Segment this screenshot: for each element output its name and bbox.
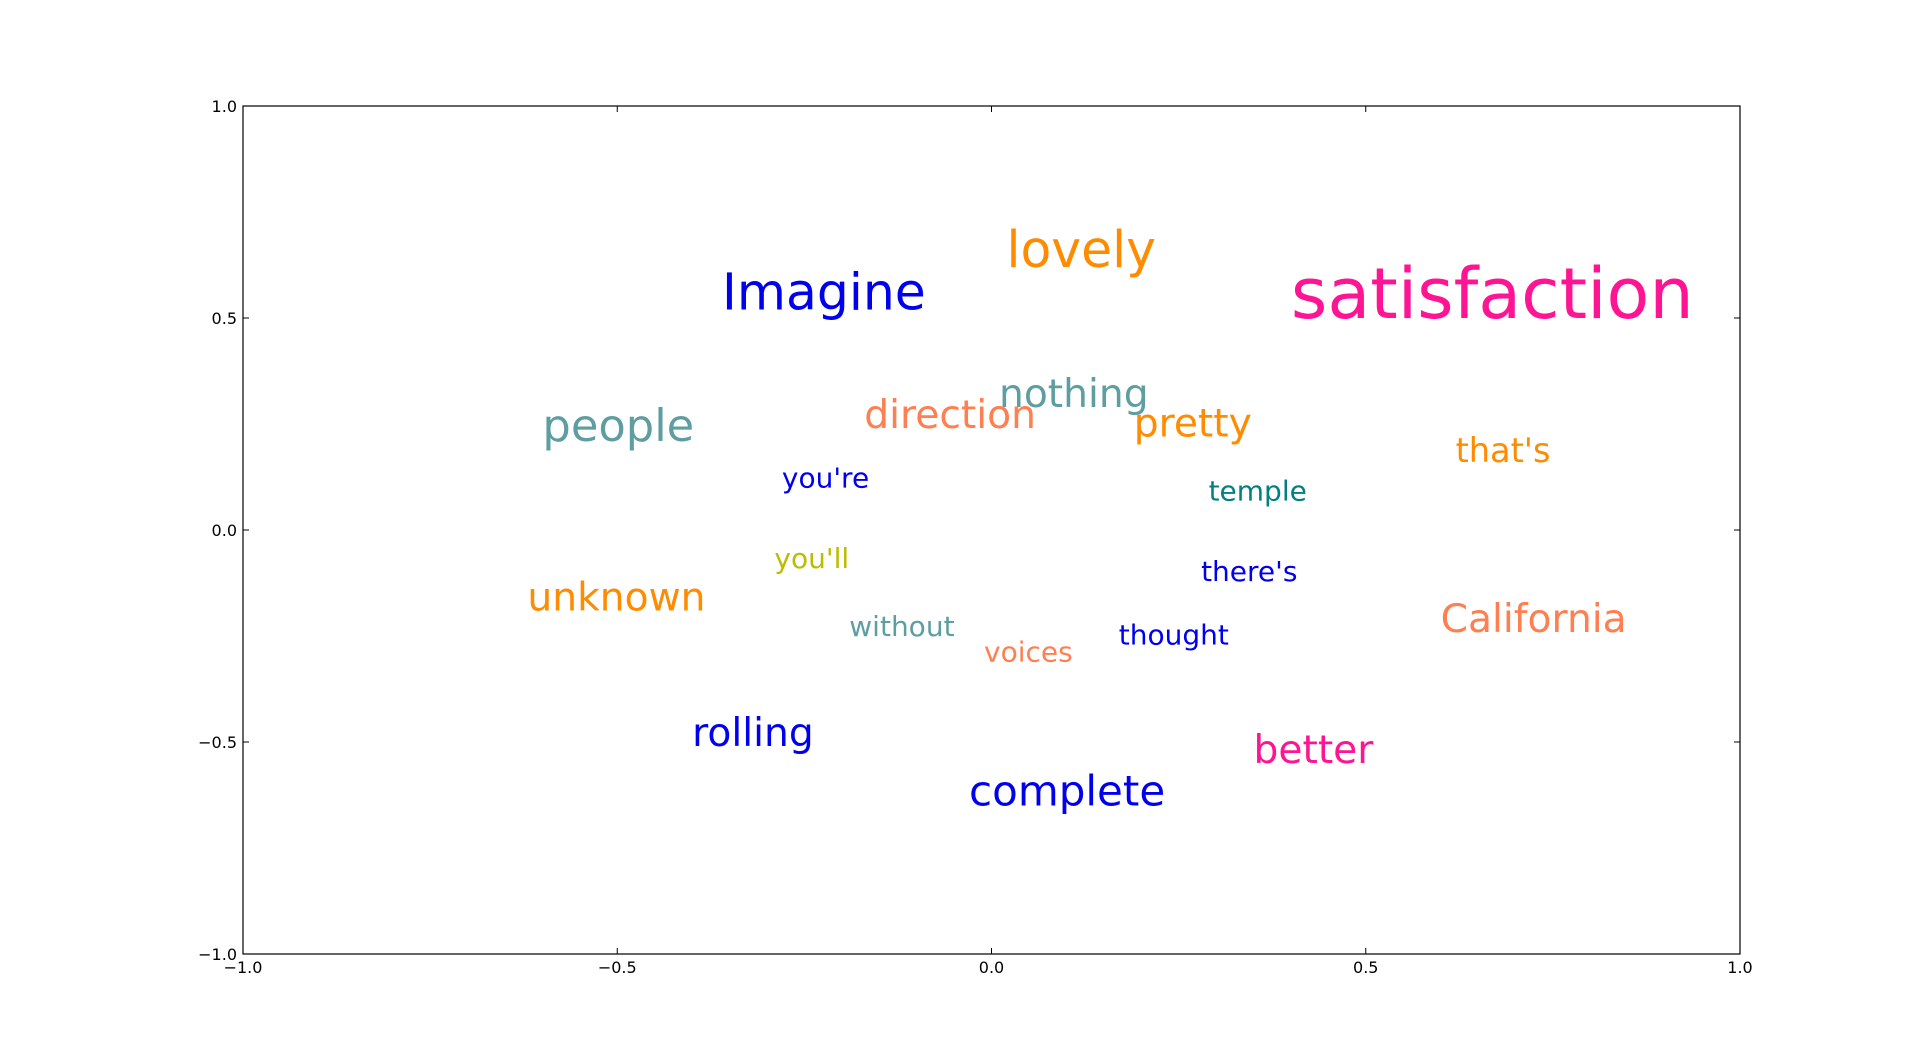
y-axis-ticks: −1.0 −0.5 0.0 0.5 1.0 (198, 97, 1740, 964)
word-label: people (542, 399, 694, 452)
word-label: Imagine (722, 263, 926, 322)
word-label: you'll (774, 542, 849, 575)
word-label: nothing (999, 372, 1149, 417)
word-label: lovely (1006, 220, 1155, 279)
word-label: California (1441, 597, 1627, 642)
word-label: better (1253, 728, 1374, 773)
x-axis-ticks: −1.0 −0.5 0.0 0.5 1.0 (224, 106, 1753, 977)
y-tick-label: 0.5 (212, 309, 237, 328)
x-tick-label: 0.5 (1353, 958, 1378, 977)
word-label: that's (1456, 431, 1551, 470)
word-label: temple (1209, 474, 1307, 507)
x-tick-label: 1.0 (1727, 958, 1752, 977)
word-label: complete (969, 767, 1165, 816)
word-label: pretty (1134, 402, 1252, 447)
word-label: satisfaction (1291, 253, 1694, 335)
word-label: rolling (692, 711, 814, 756)
word-label: there's (1201, 555, 1297, 588)
x-tick-label: 0.0 (979, 958, 1004, 977)
word-label: thought (1119, 618, 1229, 651)
y-tick-label: −1.0 (198, 945, 237, 964)
y-tick-label: 1.0 (212, 97, 237, 116)
y-tick-label: 0.0 (212, 521, 237, 540)
word-label: unknown (527, 576, 705, 621)
word-label: direction (864, 393, 1036, 438)
word-label: without (849, 610, 954, 643)
word-label: voices (984, 635, 1073, 668)
x-tick-label: −1.0 (224, 958, 263, 977)
plot-area (242, 105, 1741, 955)
word-label: you're (782, 462, 869, 495)
y-tick-label: −0.5 (198, 733, 237, 752)
x-tick-label: −0.5 (598, 958, 637, 977)
word-labels: satisfaction lovely Imagine people nothingdi… (527, 220, 1693, 815)
